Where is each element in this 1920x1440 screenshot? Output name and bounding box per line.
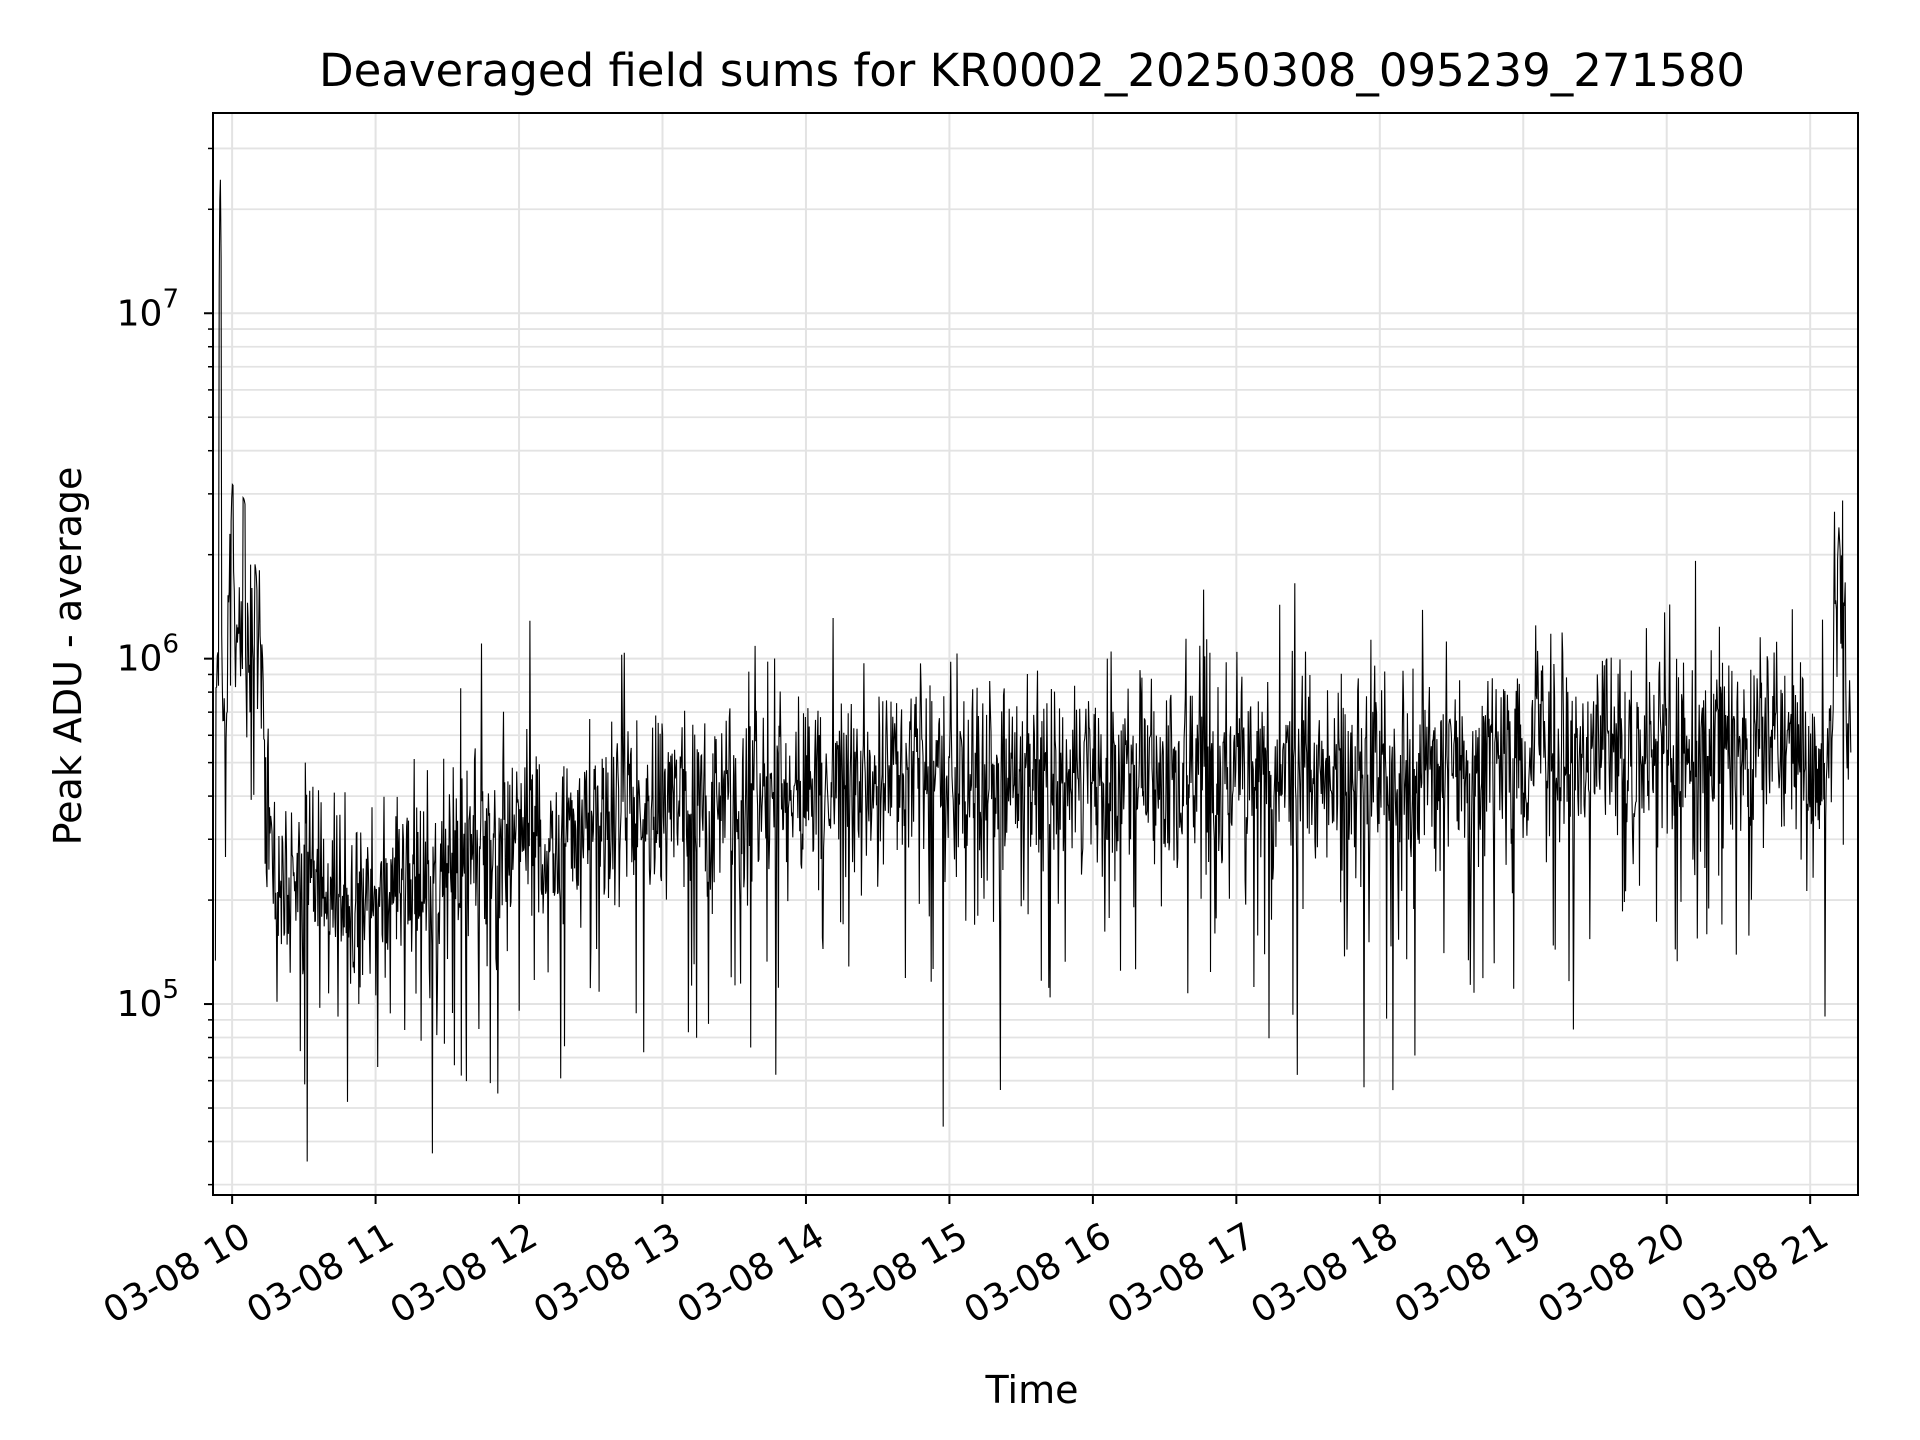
x-tick-label: 03-08 18	[1244, 1215, 1405, 1331]
x-tick-label: 03-08 19	[1388, 1215, 1549, 1331]
x-tick-label: 03-08 10	[97, 1215, 258, 1331]
y-axis-label: Peak ADU - average	[46, 467, 90, 846]
plot-frame	[212, 112, 1859, 1196]
x-tick-label: 03-08 13	[527, 1215, 688, 1331]
series-line	[214, 179, 1852, 1162]
axes-layer	[204, 112, 1859, 1204]
x-tick-label: 03-08 20	[1531, 1215, 1692, 1331]
x-tick-label: 03-08 21	[1675, 1215, 1836, 1331]
plot-layer	[214, 179, 1852, 1162]
x-tick-label: 03-08 17	[1101, 1215, 1262, 1331]
y-tick-exponent: 6	[162, 630, 179, 660]
x-tick-label: 03-08 14	[671, 1215, 832, 1331]
y-tick-label: 105	[117, 975, 179, 1025]
y-tick-label: 107	[117, 284, 179, 334]
y-tick-exponent: 7	[162, 284, 179, 314]
x-axis-label: Time	[985, 1368, 1079, 1412]
x-tick-label: 03-08 15	[814, 1215, 975, 1331]
y-tick-exponent: 5	[162, 975, 179, 1005]
x-tick-label: 03-08 16	[958, 1215, 1119, 1331]
y-tick-label: 106	[117, 630, 179, 680]
grid-layer	[213, 113, 1858, 1195]
x-tick-label: 03-08 11	[240, 1215, 401, 1331]
chart-title: Deaveraged field sums for KR0002_2025030…	[319, 44, 1745, 97]
x-tick-label: 03-08 12	[384, 1215, 545, 1331]
